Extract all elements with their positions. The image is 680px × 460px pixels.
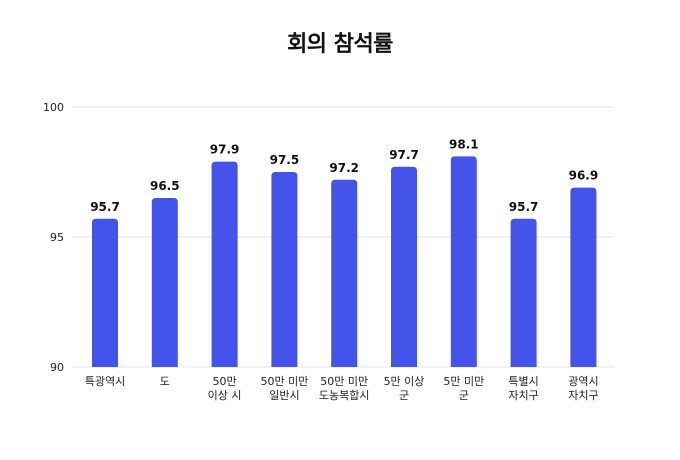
x-tick-label: 이상 시 [208,389,242,402]
x-tick-label: 특광역시 [85,375,125,388]
data-label: 97.7 [389,148,419,162]
chart-title: 회의 참석률 [287,32,393,57]
x-tick-label: 5만 이상 [384,375,425,388]
y-tick-label: 90 [50,361,64,374]
bar [331,179,358,367]
x-tick-label: 특별시 [508,375,538,388]
x-tick-label: 자치구 [568,389,598,402]
x-tick-label: 50만 [213,375,237,388]
bar [391,166,417,367]
data-label: 96.5 [150,179,180,193]
x-tick-label: 50만 미만 [320,375,368,388]
x-tick-label: 도농복합시 [319,389,370,402]
data-label: 97.2 [329,161,359,175]
bar [211,161,238,367]
x-tick-label: 50만 미만 [260,375,308,388]
bar [510,218,537,367]
data-label: 98.1 [449,137,479,151]
x-tick-label: 군 [399,389,409,402]
data-label: 95.7 [509,200,539,214]
x-tick-label: 5만 미만 [443,375,484,388]
bar [271,172,298,367]
y-tick-label: 100 [43,101,64,114]
x-tick-label: 자치구 [508,389,538,402]
x-tick-label: 군 [459,389,469,402]
data-label: 97.5 [270,153,300,167]
bar [151,198,178,367]
x-tick-label: 광역시 [568,375,598,388]
y-tick-label: 95 [50,231,64,244]
x-tick-label: 도 [160,375,170,388]
data-label: 97.9 [210,143,240,157]
data-label: 96.9 [569,169,599,183]
bar [92,218,118,367]
bar [450,156,477,367]
data-label: 95.7 [90,200,120,214]
x-tick-label: 일반시 [269,388,299,402]
bar [570,187,597,367]
